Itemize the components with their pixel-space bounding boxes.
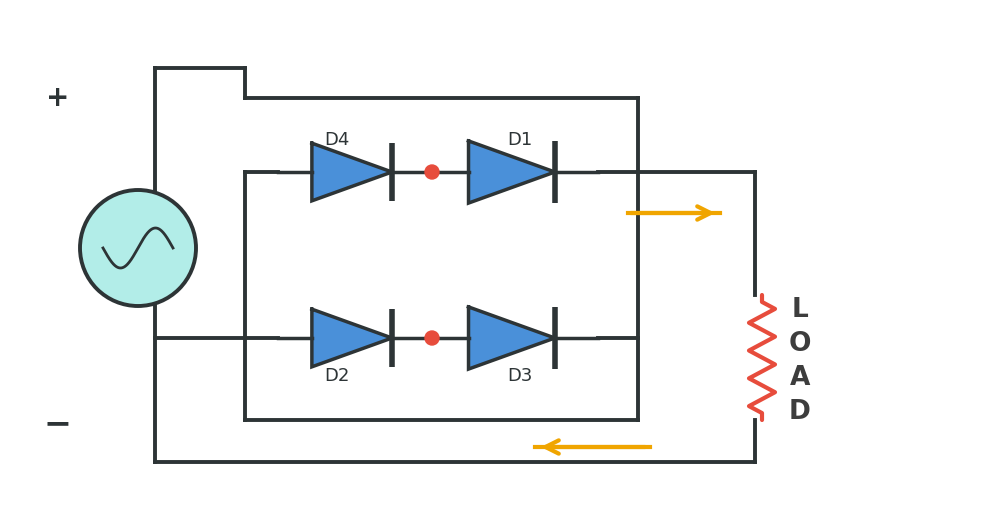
Text: D4: D4 — [324, 131, 349, 149]
Text: D2: D2 — [324, 367, 349, 385]
Polygon shape — [468, 307, 555, 369]
Circle shape — [425, 165, 439, 179]
Circle shape — [425, 331, 439, 345]
Text: O: O — [788, 331, 811, 357]
Text: L: L — [791, 297, 808, 323]
Polygon shape — [312, 309, 392, 367]
Circle shape — [80, 190, 196, 306]
Text: A: A — [789, 365, 810, 391]
Text: D: D — [789, 399, 811, 425]
Text: −: − — [44, 407, 72, 441]
Polygon shape — [312, 143, 392, 201]
Text: D1: D1 — [507, 131, 533, 149]
Polygon shape — [468, 141, 555, 203]
Text: +: + — [46, 84, 70, 112]
Text: D3: D3 — [507, 367, 533, 385]
